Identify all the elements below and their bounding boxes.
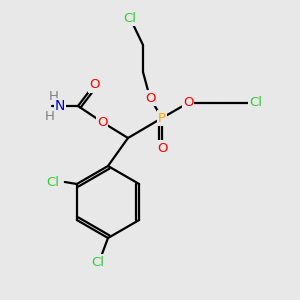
Text: P: P bbox=[158, 112, 166, 124]
Text: N: N bbox=[55, 99, 65, 113]
Text: O: O bbox=[89, 79, 99, 92]
Text: O: O bbox=[183, 97, 193, 110]
Text: Cl: Cl bbox=[46, 176, 59, 188]
Text: H: H bbox=[45, 110, 55, 122]
Text: H: H bbox=[49, 89, 59, 103]
Text: O: O bbox=[145, 92, 155, 104]
Text: Cl: Cl bbox=[92, 256, 104, 268]
Text: Cl: Cl bbox=[250, 97, 262, 110]
Text: O: O bbox=[157, 142, 167, 154]
Text: Cl: Cl bbox=[124, 11, 136, 25]
Text: O: O bbox=[97, 116, 107, 128]
